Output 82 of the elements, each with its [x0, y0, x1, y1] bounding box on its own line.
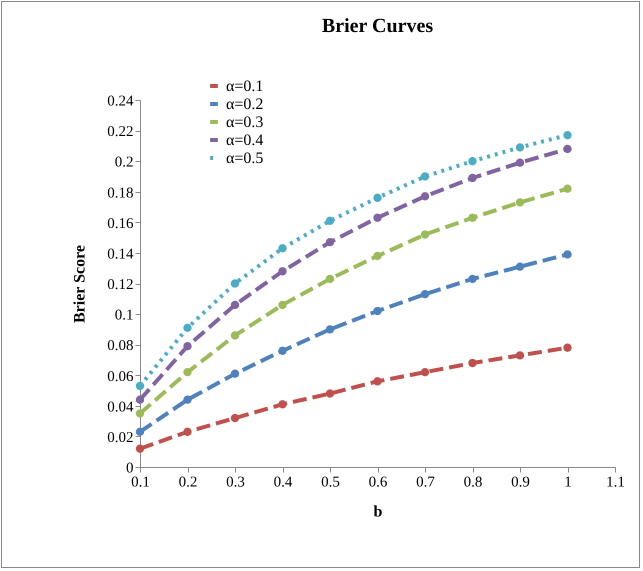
point — [326, 238, 334, 246]
y-tick-label: 0.18 — [107, 185, 134, 202]
y-tick-label: 0.16 — [107, 216, 134, 232]
point — [136, 444, 144, 453]
point — [136, 396, 144, 404]
point — [183, 342, 192, 350]
x-tick-label: 0.4 — [274, 474, 293, 490]
point — [326, 216, 334, 225]
point — [278, 300, 287, 310]
legend-label: α=0.3 — [226, 114, 264, 131]
point — [230, 370, 240, 378]
point — [563, 184, 572, 193]
point — [516, 143, 524, 152]
point — [516, 351, 524, 360]
point — [230, 300, 240, 310]
point — [516, 198, 524, 207]
point — [516, 158, 524, 167]
point — [183, 324, 192, 332]
x-tick-label: 0.6 — [368, 474, 388, 490]
point — [468, 214, 477, 222]
point — [230, 414, 240, 422]
x-tick-label: 0.5 — [321, 474, 340, 490]
y-tick-label: 0.14 — [107, 246, 134, 262]
point — [468, 274, 477, 284]
x-tick-label: 0.9 — [511, 474, 530, 490]
point — [468, 174, 477, 182]
point — [420, 172, 430, 181]
point — [136, 428, 144, 436]
y-tick-label: 0.08 — [107, 338, 134, 354]
point — [563, 144, 572, 154]
point — [420, 192, 430, 201]
y-tick-label: 0.02 — [107, 430, 134, 446]
point — [373, 252, 382, 260]
y-tick-label: 0.2 — [114, 154, 134, 171]
point — [420, 290, 430, 298]
point — [468, 358, 477, 368]
point — [278, 244, 287, 253]
x-tick-label: 1 — [564, 474, 572, 490]
y-tick-label: 0.04 — [107, 399, 134, 416]
x-axis-title: b — [374, 504, 383, 520]
point — [420, 368, 430, 376]
point — [373, 214, 382, 222]
y-tick-label: 0.06 — [107, 368, 134, 385]
point — [136, 382, 144, 390]
point — [278, 400, 287, 408]
y-tick-label: 0.1 — [114, 308, 134, 324]
x-tick-label: 0.1 — [131, 474, 150, 490]
point — [183, 368, 192, 376]
point — [563, 344, 572, 352]
point — [468, 156, 477, 166]
x-tick-label: 0.8 — [464, 474, 482, 490]
point — [373, 194, 382, 202]
y-tick-label: 0 — [126, 460, 134, 476]
point — [183, 396, 192, 404]
point — [420, 230, 430, 239]
legend-label: α=0.1 — [226, 78, 264, 95]
point — [183, 428, 192, 436]
x-tick-label: 0.3 — [226, 474, 245, 490]
x-tick-label: 1.1 — [606, 474, 625, 490]
legend-label: α=0.5 — [226, 150, 264, 167]
point — [373, 377, 382, 386]
point — [326, 274, 334, 284]
y-axis-title: Brier Score — [71, 244, 88, 324]
point — [326, 389, 334, 398]
x-tick-label: 0.2 — [178, 474, 198, 490]
point — [373, 306, 382, 316]
legend-label: α=0.4 — [226, 132, 264, 149]
chart-title: Brier Curves — [322, 15, 434, 37]
point — [230, 279, 240, 288]
y-tick-label: 0.12 — [107, 277, 134, 293]
x-tick-label: 0.7 — [416, 474, 436, 490]
point — [563, 130, 572, 140]
y-tick-label: 0.24 — [107, 94, 134, 110]
point — [136, 409, 144, 418]
point — [563, 250, 572, 259]
point — [278, 267, 287, 276]
point — [230, 331, 240, 340]
point — [326, 325, 334, 334]
legend-label: α=0.2 — [226, 96, 264, 113]
y-tick-label: 0.22 — [107, 124, 134, 140]
point — [278, 346, 287, 355]
point — [516, 262, 524, 271]
